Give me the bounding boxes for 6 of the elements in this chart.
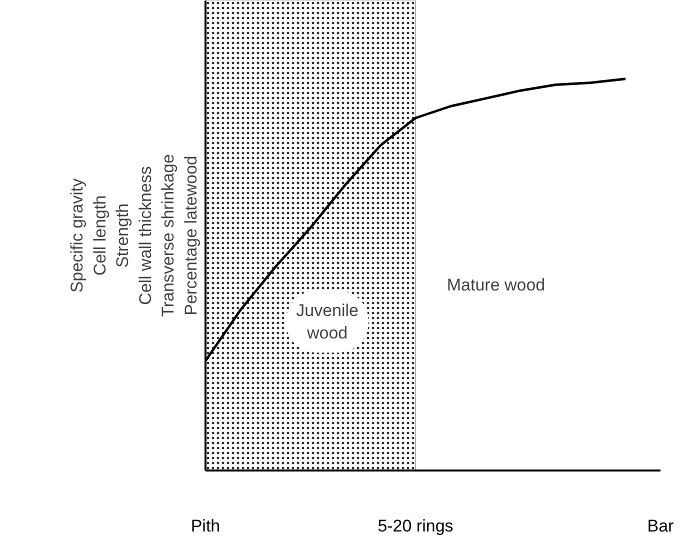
x-tick-label: Pith	[190, 516, 220, 536]
annotation: Mature wood	[446, 275, 546, 294]
band-label: Juvenile wood	[296, 300, 358, 343]
y-axis-title: Specific gravity Cell length Strength Cell wall thickness Transverse shrinkage Percentage latewood	[68, 154, 200, 317]
x-tick-label: 5-20 rings	[378, 516, 454, 536]
x-tick-label: Bar	[647, 516, 674, 536]
